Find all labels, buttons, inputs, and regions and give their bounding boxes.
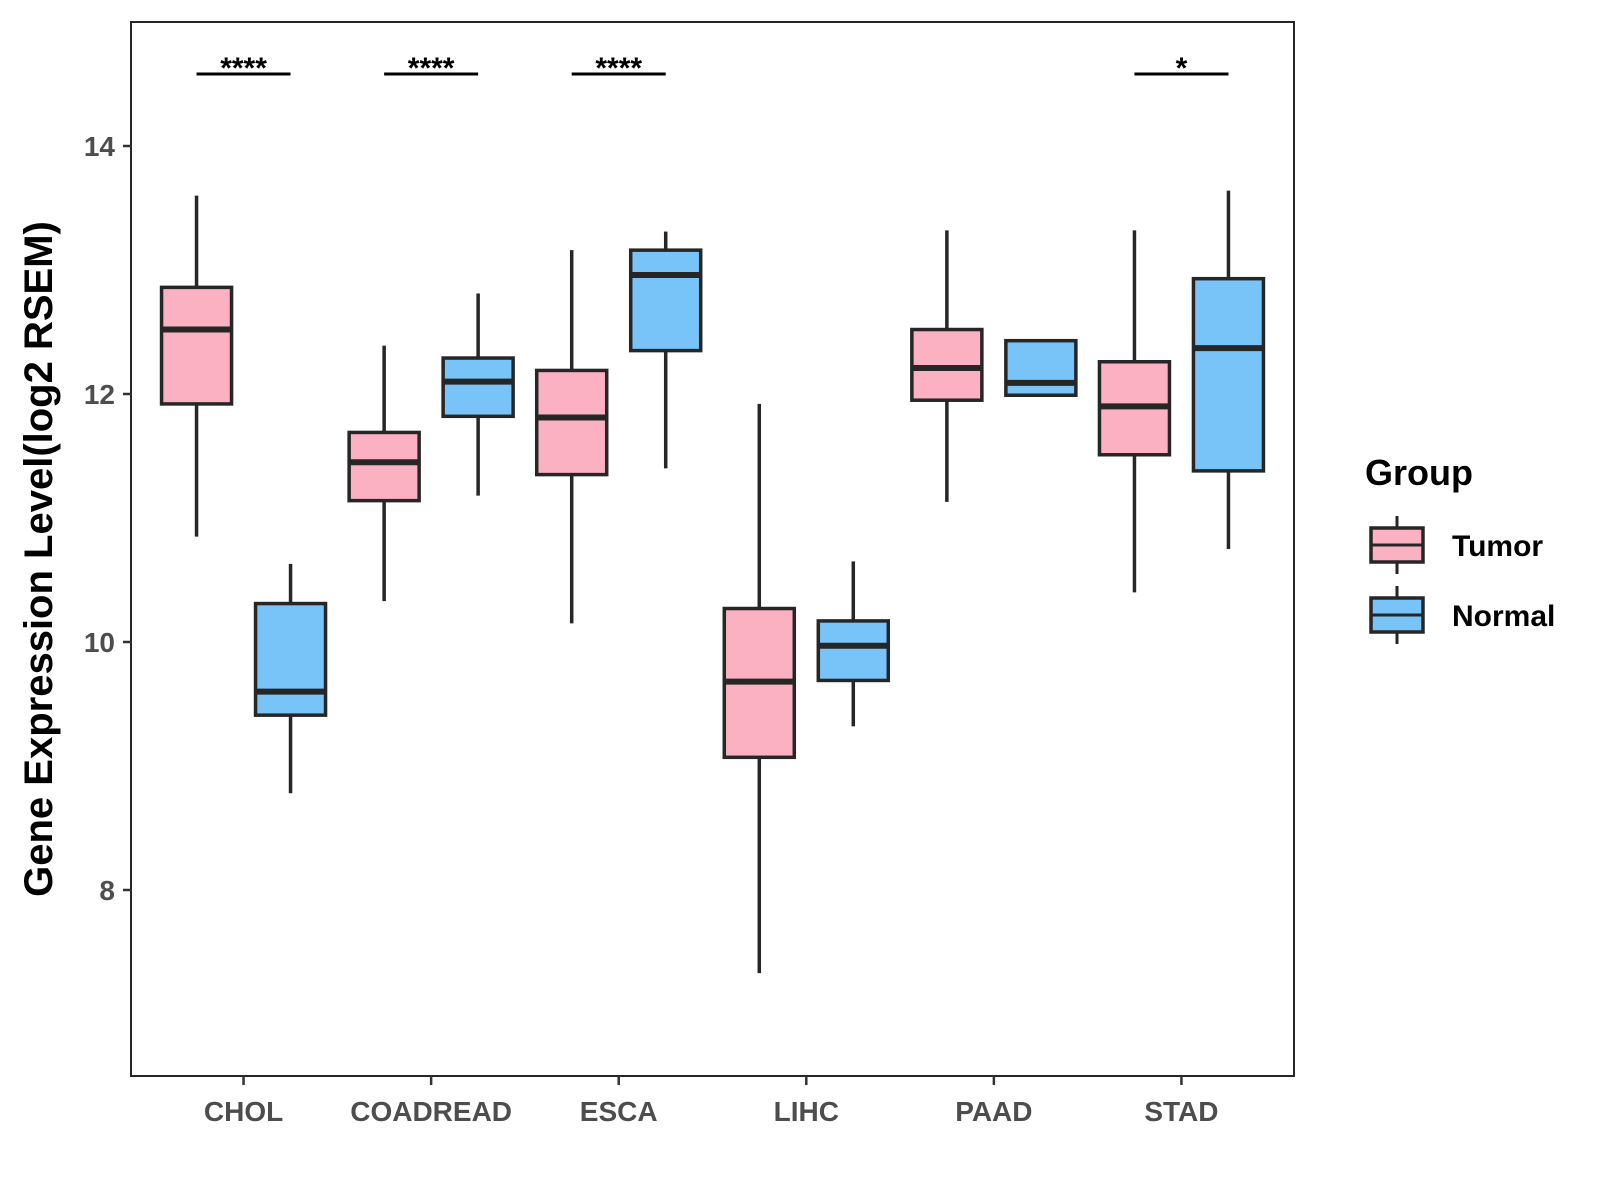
box-iqr [1191,276,1266,473]
significance-annotations: **** **** **** * [196,52,1229,85]
box-iqr [441,356,515,419]
box-iqr [347,430,421,503]
x-axis: CHOL COADREAD ESCA LIHC PAAD STAD [204,1076,1219,1127]
box-iqr [253,601,328,717]
x-tick-label: PAAD [955,1096,1032,1127]
y-tick-label: 10 [84,627,115,658]
box-tumor-chol [159,195,234,537]
significance-label: * [1176,52,1188,85]
x-tick-label: STAD [1144,1096,1218,1127]
box-iqr [1004,338,1078,397]
x-tick-label: CHOL [204,1096,283,1127]
box-iqr [628,248,703,353]
box-tumor-stad [1097,230,1172,593]
legend-item-normal: Normal [1369,586,1555,644]
legend: Group Tumor Normal [1365,452,1555,644]
box-tumor-coadread [347,345,421,602]
legend-item-tumor: Tumor [1369,516,1543,574]
y-tick-label: 14 [84,131,116,162]
x-tick-label: LIHC [774,1096,839,1127]
legend-label-normal: Normal [1452,600,1555,633]
box-iqr [910,327,984,402]
significance-label: **** [595,52,642,85]
y-tick-label: 8 [99,875,115,906]
box-tumor-esca [534,250,609,624]
plot-panel [130,21,1295,1077]
box-tumor-paad [910,230,984,502]
box-normal-stad [1191,190,1266,549]
y-tick-label: 12 [84,379,115,410]
x-tick-label: COADREAD [350,1096,512,1127]
y-axis-title: Gene Expression Level(log2 RSEM) [17,221,61,897]
legend-label-tumor: Tumor [1452,530,1543,563]
box-tumor-lihc [722,403,797,974]
box-iqr [816,619,891,683]
box-normal-coadread [441,293,515,496]
significance-label: **** [408,52,455,85]
x-tick-label: ESCA [580,1096,658,1127]
legend-title: Group [1365,452,1473,493]
box-iqr [534,368,609,477]
box-normal-paad [1004,338,1078,397]
box-normal-lihc [816,561,891,727]
box-iqr [159,285,234,406]
plot-panel-border [130,21,1295,1077]
y-axis: 8 10 12 14 [84,131,131,906]
significance-label: **** [220,52,267,85]
box-normal-chol [253,563,328,794]
box-series [159,190,1266,974]
box-normal-esca [628,231,703,469]
